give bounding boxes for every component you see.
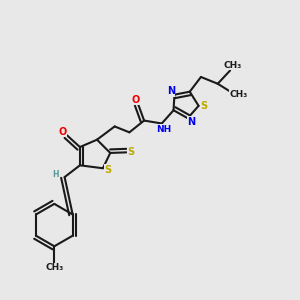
Text: N: N [167,86,175,96]
Text: NH: NH [157,125,172,134]
Text: S: S [105,165,112,175]
Text: O: O [59,127,67,137]
Text: S: S [128,147,135,158]
Text: N: N [187,117,195,127]
Text: O: O [131,95,140,105]
Text: CH₃: CH₃ [229,90,248,99]
Text: H: H [52,169,59,178]
Text: CH₃: CH₃ [45,263,63,272]
Text: S: S [200,101,207,111]
Text: CH₃: CH₃ [224,61,242,70]
